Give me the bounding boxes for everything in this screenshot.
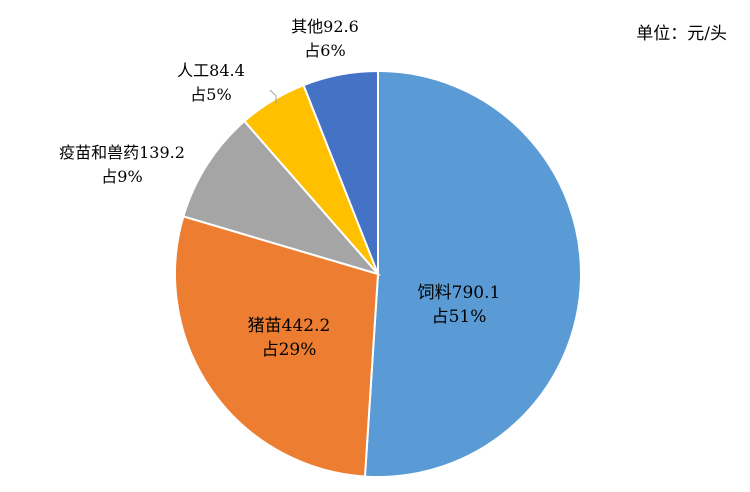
label-percent-slice-2: 占29% (262, 340, 317, 360)
label-value-slice-4: 人工84.4 (177, 61, 245, 80)
label-percent-slice-1: 占51% (432, 307, 487, 327)
slice-labels: 饲料790.1 占51% 猪苗442.2 占29% 疫苗和兽药139.2 占9% 人工84.… (59, 17, 500, 360)
leader-line-slice-4 (269, 89, 277, 104)
label-value-slice-5: 其他92.6 (291, 17, 359, 36)
label-percent-slice-5: 占6% (304, 41, 345, 60)
label-percent-slice-4: 占5% (190, 85, 231, 104)
leader-lines (269, 89, 277, 104)
label-value-slice-3: 疫苗和兽药139.2 (59, 143, 185, 162)
label-value-slice-1: 饲料790.1 (418, 283, 501, 303)
pie-slice-3 (182, 119, 382, 276)
pie-slices (174, 69, 583, 478)
pie-slice-1 (363, 69, 583, 478)
unit-label: 单位：元/头 (636, 24, 727, 44)
label-percent-slice-3: 占9% (101, 167, 142, 186)
pie-slice-5 (302, 69, 379, 275)
label-value-slice-2: 猪苗442.2 (248, 316, 331, 336)
pie-slice-2 (174, 215, 380, 478)
